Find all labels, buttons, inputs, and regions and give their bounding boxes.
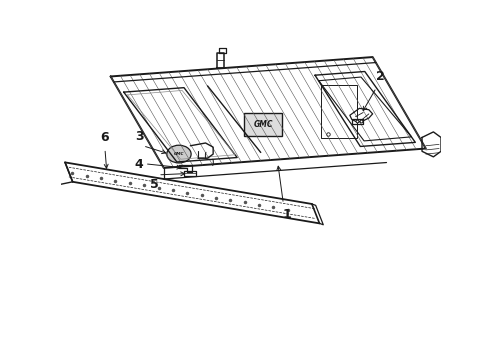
Text: 3: 3 (135, 130, 144, 143)
Bar (245, 113, 282, 136)
Text: 6: 6 (100, 131, 109, 144)
Text: 2: 2 (376, 71, 385, 84)
Text: GMC: GMC (174, 152, 184, 156)
Circle shape (167, 145, 191, 163)
Text: GMC: GMC (254, 120, 273, 129)
Text: 5: 5 (150, 177, 159, 191)
Text: 1: 1 (283, 208, 292, 221)
Text: 4: 4 (135, 158, 144, 171)
Bar (320, 85, 357, 138)
